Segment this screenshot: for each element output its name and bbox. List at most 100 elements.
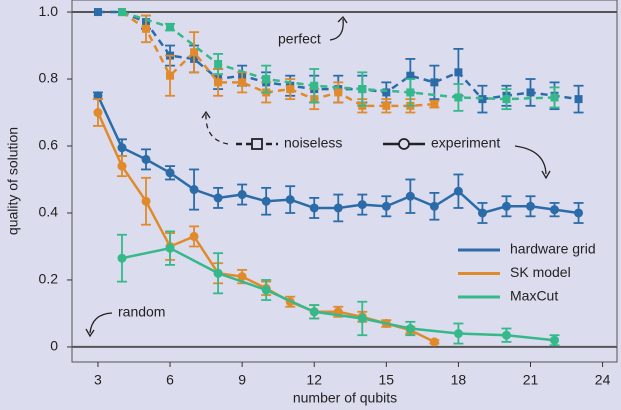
y-axis-label: quality of solution: [5, 127, 21, 235]
marker: [93, 8, 102, 17]
marker: [310, 81, 319, 90]
marker: [141, 196, 151, 206]
marker: [405, 324, 415, 334]
marker: [453, 186, 463, 196]
style-legend-label: experiment: [431, 135, 500, 151]
y-tick-label: 0: [50, 338, 58, 354]
marker: [213, 193, 223, 203]
marker: [502, 95, 511, 104]
x-axis-label: number of qubits: [293, 390, 397, 406]
y-tick-label: 0.4: [39, 204, 59, 220]
marker: [525, 201, 535, 211]
marker: [430, 100, 439, 109]
marker: [453, 329, 463, 339]
marker: [261, 285, 271, 295]
marker: [190, 48, 199, 57]
marker: [550, 205, 560, 215]
marker: [261, 196, 271, 206]
marker: [309, 307, 319, 317]
legend-label: hardware grid: [510, 241, 596, 257]
perfect-arrow: [329, 18, 344, 41]
marker: [430, 78, 439, 87]
marker: [213, 268, 223, 278]
marker: [334, 88, 343, 97]
marker: [285, 195, 295, 205]
marker: [165, 243, 175, 253]
marker: [117, 253, 127, 263]
style-legend-label: noiseless: [284, 135, 342, 151]
marker: [166, 71, 175, 80]
marker: [214, 78, 223, 87]
marker: [93, 91, 103, 101]
x-tick-label: 24: [595, 372, 611, 388]
marker: [189, 231, 199, 241]
x-tick-label: 6: [166, 372, 174, 388]
marker: [574, 95, 583, 104]
marker: [93, 108, 103, 118]
marker: [333, 203, 343, 213]
marker: [358, 85, 367, 94]
experiment-arrowhead: [541, 170, 551, 180]
marker: [237, 272, 247, 282]
marker: [406, 71, 415, 80]
x-tick-label: 3: [94, 372, 102, 388]
y-tick-label: 0.2: [39, 271, 59, 287]
random-arrow: [89, 312, 113, 334]
series-line: [121, 11, 435, 108]
marker: [238, 78, 247, 87]
x-tick-label: 15: [379, 372, 395, 388]
marker: [117, 161, 127, 171]
marker: [165, 168, 175, 178]
marker: [117, 143, 127, 153]
marker: [142, 24, 151, 33]
x-tick-label: 21: [523, 372, 539, 388]
marker: [357, 200, 367, 210]
marker: [454, 68, 463, 77]
marker: [381, 201, 391, 211]
experiment-arrow: [514, 145, 547, 175]
x-tick-label: 9: [238, 372, 246, 388]
series-line: [121, 246, 555, 342]
marker: [429, 337, 439, 347]
reference-label: random: [118, 304, 165, 320]
marker: [141, 154, 151, 164]
marker: [405, 191, 415, 201]
marker: [526, 88, 535, 97]
marker: [309, 203, 319, 213]
marker: [214, 59, 223, 68]
legend-label: SK model: [510, 264, 571, 280]
marker: [286, 85, 295, 94]
marker: [237, 190, 247, 200]
marker: [406, 88, 415, 97]
marker: [574, 208, 584, 218]
style-legend-marker: [398, 138, 410, 150]
noiseless-arrowhead: [201, 110, 211, 119]
x-tick-label: 18: [451, 372, 467, 388]
marker: [166, 23, 175, 32]
series-line: [121, 10, 555, 101]
marker: [501, 201, 511, 211]
marker: [429, 201, 439, 211]
x-tick-label: 12: [306, 372, 322, 388]
marker: [382, 88, 391, 97]
marker: [550, 93, 559, 102]
marker: [382, 101, 391, 110]
style-legend-marker: [251, 138, 263, 150]
marker: [501, 330, 511, 340]
marker: [550, 335, 560, 345]
y-tick-label: 0.8: [39, 70, 59, 86]
marker: [477, 208, 487, 218]
marker: [262, 75, 271, 84]
y-tick-label: 1.0: [39, 3, 59, 19]
perfect-arrowhead: [337, 15, 348, 24]
annotation-arrows: [85, 15, 551, 338]
reference-label: perfect: [278, 31, 321, 47]
y-tick-label: 0.6: [39, 137, 59, 153]
marker: [357, 313, 367, 323]
legend-label: MaxCut: [510, 288, 558, 304]
marker: [454, 93, 463, 102]
noiseless-arrow: [205, 113, 229, 145]
marker: [189, 185, 199, 195]
